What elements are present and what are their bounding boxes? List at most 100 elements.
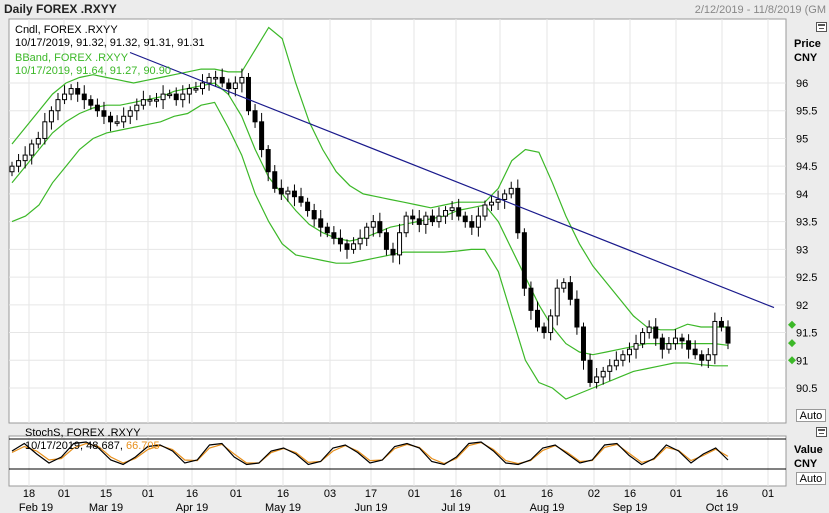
candle-body — [456, 207, 462, 217]
bollinger-bands — [11, 26, 729, 400]
x-tick-day: 01 — [230, 488, 242, 500]
candle-body — [278, 187, 284, 195]
candle-body — [226, 82, 232, 90]
candle-body — [502, 193, 508, 200]
panel-window-icon[interactable] — [816, 22, 827, 32]
candle-body — [508, 187, 514, 195]
candle-body — [140, 99, 146, 106]
x-tick-day: 16 — [186, 488, 198, 500]
x-tick-day: 01 — [58, 488, 70, 500]
y-tick-label: 93 — [796, 244, 808, 256]
candle-body — [686, 340, 692, 350]
candle-body — [718, 320, 724, 328]
candle-body — [167, 93, 173, 97]
candle-body — [88, 99, 94, 106]
stochastic-layer — [11, 441, 729, 466]
x-tick-month: Sep 19 — [613, 502, 648, 513]
candle-body — [108, 115, 114, 123]
bband-lower-line — [11, 101, 728, 400]
candle-body — [462, 215, 468, 223]
candle-body — [475, 215, 481, 228]
x-tick-month: Mar 19 — [89, 502, 123, 513]
bband-legend-label: BBand, FOREX .RXYY — [15, 52, 129, 64]
stoch-plot-area — [8, 435, 787, 487]
candle-body — [199, 82, 205, 90]
candle-body — [699, 354, 705, 361]
candle-body — [390, 248, 396, 256]
candle-body — [265, 149, 271, 173]
candle-body — [679, 337, 685, 342]
price-markers — [788, 320, 796, 365]
x-tick-day: 16 — [541, 488, 553, 500]
vertical-gridlines — [28, 19, 769, 486]
bband-upper-line — [11, 26, 728, 331]
candle-body — [580, 326, 586, 361]
y-tick-label: 96 — [796, 78, 808, 90]
cndl-legend-label: Cndl, FOREX .RXYY — [15, 24, 118, 36]
candle-body — [272, 171, 278, 189]
time-axis: 18 01 15 01 16 01 16 03 17 01 16 01 16 02 16 01 16 01 Feb … — [19, 488, 774, 513]
y-tick-label: 95 — [796, 133, 808, 145]
candle-body — [515, 187, 521, 234]
candle-body — [495, 198, 501, 203]
stoch-k-value: 48.687 — [86, 440, 120, 452]
candle-body — [9, 165, 15, 173]
x-tick-day: 01 — [494, 488, 506, 500]
x-tick-month: Apr 19 — [176, 502, 208, 513]
y-tick-label: 94.5 — [796, 161, 817, 173]
x-tick-day: 01 — [670, 488, 682, 500]
candle-body — [403, 215, 409, 234]
y-tick-label: 92 — [796, 300, 808, 312]
candle-body — [239, 76, 245, 84]
bband-legend-values: 10/17/2019, 91.64, 91.27, 90.90 — [15, 65, 171, 77]
candle-body — [154, 99, 160, 102]
candle-body — [62, 93, 68, 101]
candle-body — [554, 287, 560, 317]
y-tick-label: 95.5 — [796, 106, 817, 118]
candle-body — [607, 365, 613, 372]
x-tick-day: 16 — [450, 488, 462, 500]
candle-body — [42, 121, 48, 139]
candle-body — [561, 282, 567, 289]
candle-body — [259, 121, 265, 151]
main-auto-button[interactable]: Auto — [796, 409, 826, 422]
price-axis-unit: CNY — [794, 52, 818, 64]
candle-body — [29, 143, 35, 156]
stoch-legend-label: StochS, FOREX .RXYY — [25, 427, 141, 439]
candle-body — [666, 343, 672, 350]
y-tick-label: 91 — [796, 355, 808, 367]
x-tick-day: 16 — [277, 488, 289, 500]
candle-body — [68, 88, 74, 95]
candle-body — [147, 99, 153, 102]
candle-body — [75, 88, 81, 95]
stoch-window-icon[interactable] — [816, 427, 827, 437]
x-tick-month: Aug 19 — [530, 502, 565, 513]
candle-body — [613, 359, 619, 367]
title-bar — [0, 0, 829, 19]
candle-body — [377, 221, 383, 234]
candle-body — [535, 309, 541, 328]
candle-body — [489, 201, 495, 206]
candle-body — [672, 337, 678, 345]
candle-body — [397, 232, 403, 256]
x-tick-day: 17 — [365, 488, 377, 500]
x-tick-day: 01 — [762, 488, 774, 500]
stoch-k-line — [11, 441, 729, 466]
candle-body — [173, 93, 179, 101]
candle-body — [357, 237, 363, 245]
candle-body — [291, 190, 297, 198]
candle-body — [318, 218, 324, 228]
candle-body — [331, 232, 337, 239]
price-marker-diamond — [788, 356, 796, 365]
x-tick-day: 16 — [624, 488, 636, 500]
x-tick-month: Jul 19 — [441, 502, 470, 513]
stoch-auto-button[interactable]: Auto — [796, 472, 826, 485]
bband-middle-line — [11, 82, 729, 356]
candle-body — [712, 320, 718, 356]
candle-body — [305, 201, 311, 212]
candle-body — [324, 226, 330, 234]
horizontal-gridlines — [9, 82, 786, 389]
candle-body — [626, 348, 632, 356]
stoch-legend-date: 10/17/2019, — [25, 440, 86, 452]
